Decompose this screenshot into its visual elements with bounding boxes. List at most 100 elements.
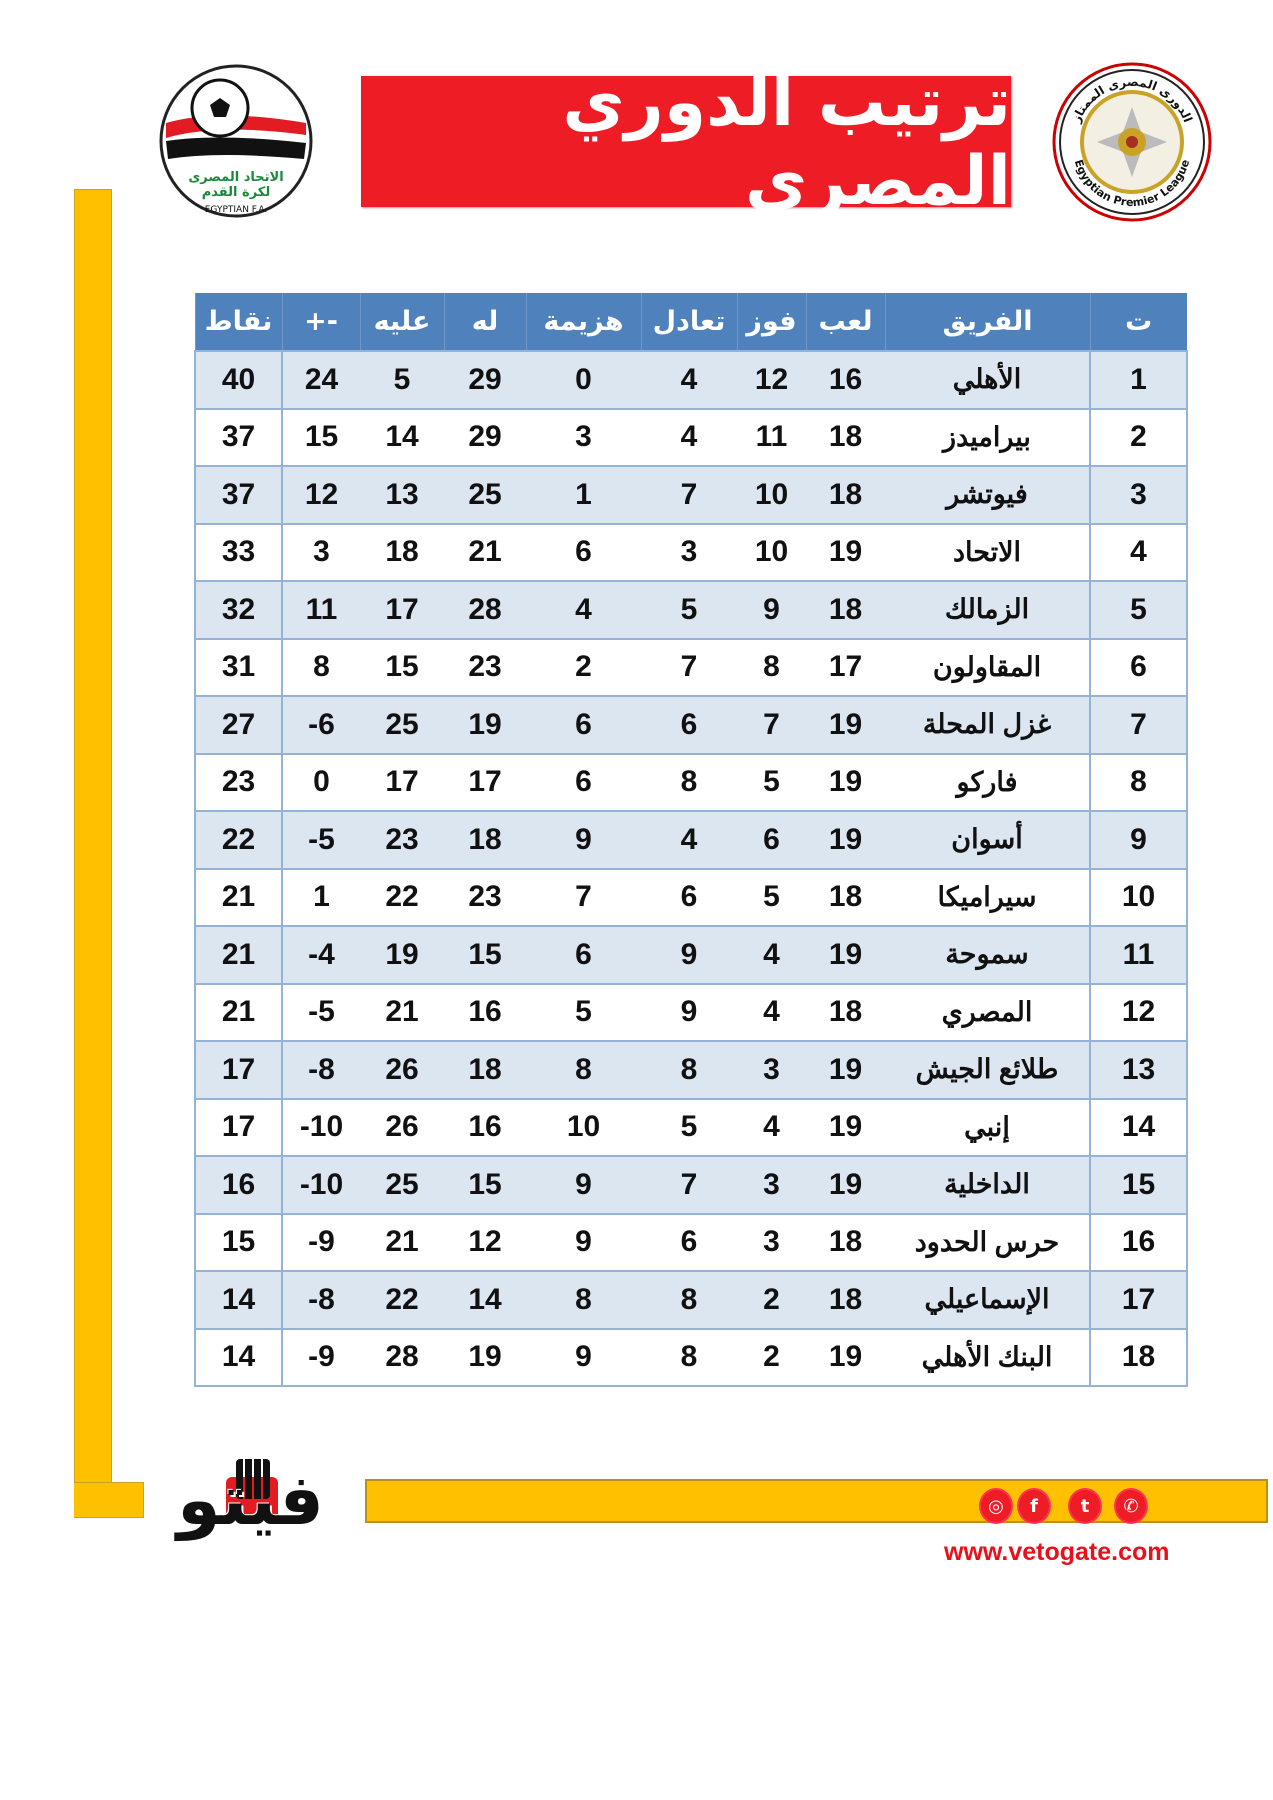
cell-team: بيراميدز — [885, 407, 1090, 466]
cell-goal-difference: -10 — [282, 1097, 360, 1156]
cell-lost: 5 — [526, 982, 641, 1041]
cell-points: 17 — [195, 1097, 283, 1156]
cell-played: 18 — [806, 982, 885, 1041]
twitter-icon[interactable]: t — [1068, 1488, 1102, 1524]
cell-team: حرس الحدود — [885, 1212, 1090, 1271]
cell-team: البنك الأهلي — [885, 1327, 1090, 1386]
cell-points: 14 — [195, 1327, 283, 1386]
cell-lost: 7 — [526, 867, 641, 926]
cell-points: 32 — [195, 580, 283, 639]
table-row: 17 الإسماعيلي 18 2 8 8 14 22 -8 14 — [195, 1270, 1187, 1329]
svg-text:لكرة القدم: لكرة القدم — [202, 185, 270, 200]
svg-text:الاتحاد المصرى: الاتحاد المصرى — [188, 170, 283, 185]
cell-points: 40 — [195, 350, 283, 409]
cell-played: 18 — [806, 867, 885, 926]
cell-won: 12 — [737, 350, 806, 409]
header-goals-against: عليه — [359, 293, 444, 351]
cell-played: 19 — [806, 1040, 885, 1099]
cell-rank: 2 — [1089, 407, 1187, 466]
cell-played: 19 — [806, 925, 885, 984]
cell-lost: 9 — [526, 810, 641, 869]
table-header-row: ت الفريق لعب فوز تعادل هزيمة له عليه +- … — [194, 293, 1187, 351]
cell-rank: 8 — [1089, 752, 1187, 811]
accent-bar-vertical — [74, 189, 112, 1518]
cell-goals-against: 18 — [360, 522, 444, 581]
table-row: 11 سموحة 19 4 9 6 15 19 -4 21 — [195, 925, 1187, 984]
cell-rank: 18 — [1089, 1327, 1187, 1386]
cell-won: 7 — [737, 695, 806, 754]
cell-goal-difference: 12 — [282, 465, 360, 524]
cell-team: الأهلي — [885, 350, 1090, 409]
cell-team: الاتحاد — [885, 522, 1090, 581]
cell-drawn: 8 — [641, 752, 737, 811]
cell-won: 6 — [737, 810, 806, 869]
cell-goals-against: 19 — [360, 925, 444, 984]
cell-goals-for: 18 — [444, 1040, 526, 1099]
cell-played: 17 — [806, 637, 885, 696]
cell-goal-difference: -8 — [282, 1040, 360, 1099]
cell-played: 19 — [806, 695, 885, 754]
cell-points: 21 — [195, 925, 283, 984]
cell-goals-for: 17 — [444, 752, 526, 811]
whatsapp-icon[interactable]: ✆ — [1114, 1488, 1148, 1524]
table-row: 8 فاركو 19 5 8 6 17 17 0 23 — [195, 752, 1187, 811]
cell-points: 21 — [195, 867, 283, 926]
cell-team: سموحة — [885, 925, 1090, 984]
cell-goal-difference: 3 — [282, 522, 360, 581]
cell-goals-against: 15 — [360, 637, 444, 696]
cell-lost: 10 — [526, 1097, 641, 1156]
cell-goals-against: 26 — [360, 1040, 444, 1099]
instagram-icon[interactable]: ◎ — [979, 1488, 1013, 1524]
table-row: 13 طلائع الجيش 19 3 8 8 18 26 -8 17 — [195, 1040, 1187, 1099]
cell-played: 18 — [806, 465, 885, 524]
cell-points: 37 — [195, 465, 283, 524]
cell-drawn: 9 — [641, 982, 737, 1041]
cell-lost: 9 — [526, 1155, 641, 1214]
cell-played: 16 — [806, 350, 885, 409]
cell-drawn: 4 — [641, 407, 737, 466]
cell-lost: 6 — [526, 925, 641, 984]
website-link[interactable]: www.vetogate.com — [944, 1538, 1170, 1566]
cell-team: طلائع الجيش — [885, 1040, 1090, 1099]
cell-rank: 14 — [1089, 1097, 1187, 1156]
cell-drawn: 8 — [641, 1040, 737, 1099]
cell-goal-difference: -4 — [282, 925, 360, 984]
cell-points: 31 — [195, 637, 283, 696]
cell-team: المقاولون — [885, 637, 1090, 696]
cell-drawn: 5 — [641, 1097, 737, 1156]
cell-goals-against: 21 — [360, 1212, 444, 1271]
facebook-icon[interactable]: f — [1017, 1488, 1051, 1524]
table-row: 12 المصري 18 4 9 5 16 21 -5 21 — [195, 982, 1187, 1041]
cell-team: إنبي — [885, 1097, 1090, 1156]
cell-goal-difference: -5 — [282, 810, 360, 869]
cell-drawn: 9 — [641, 925, 737, 984]
cell-goals-against: 22 — [360, 867, 444, 926]
cell-points: 22 — [195, 810, 283, 869]
raised-hand-icon — [236, 1459, 270, 1499]
cell-goals-for: 19 — [444, 1327, 526, 1386]
cell-played: 19 — [806, 1097, 885, 1156]
cell-team: أسوان — [885, 810, 1090, 869]
cell-lost: 4 — [526, 580, 641, 639]
cell-played: 18 — [806, 407, 885, 466]
cell-goals-against: 25 — [360, 1155, 444, 1214]
table-row: 14 إنبي 19 4 5 10 16 26 -10 17 — [195, 1097, 1187, 1156]
cell-drawn: 7 — [641, 1155, 737, 1214]
cell-won: 11 — [737, 407, 806, 466]
cell-lost: 6 — [526, 752, 641, 811]
cell-goals-for: 12 — [444, 1212, 526, 1271]
header-lost: هزيمة — [525, 293, 641, 351]
accent-bar-corner — [74, 1482, 144, 1518]
cell-team: فاركو — [885, 752, 1090, 811]
cell-won: 4 — [737, 982, 806, 1041]
cell-played: 19 — [806, 752, 885, 811]
cell-rank: 4 — [1089, 522, 1187, 581]
cell-goal-difference: 15 — [282, 407, 360, 466]
cell-goal-difference: -6 — [282, 695, 360, 754]
cell-won: 3 — [737, 1212, 806, 1271]
cell-drawn: 5 — [641, 580, 737, 639]
cell-played: 19 — [806, 1155, 885, 1214]
cell-points: 37 — [195, 407, 283, 466]
title-banner: ترتيب الدوري المصري — [361, 63, 1011, 221]
cell-goals-for: 16 — [444, 1097, 526, 1156]
